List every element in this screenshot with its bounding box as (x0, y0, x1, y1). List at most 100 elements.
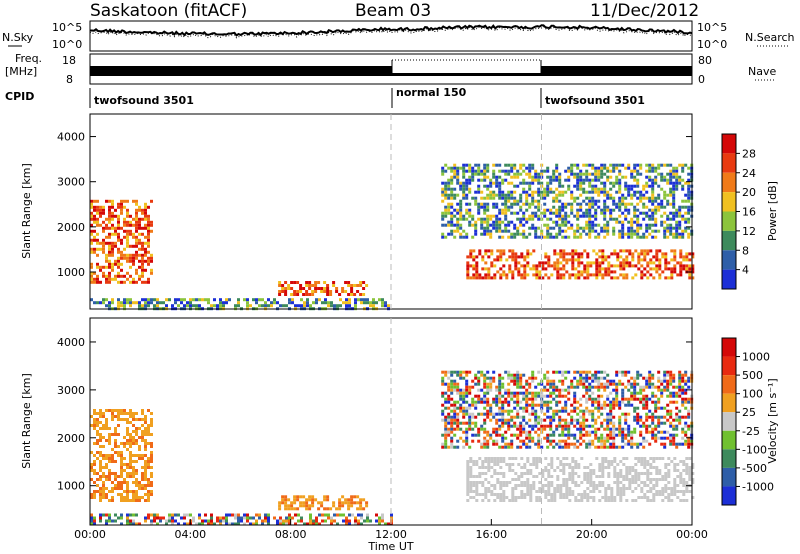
echo-cell (591, 205, 595, 209)
echo-cell (610, 490, 614, 493)
echo-cell (465, 430, 469, 434)
echo-cell (628, 487, 632, 490)
echo-cell (603, 211, 607, 215)
echo-cell (93, 280, 96, 284)
echo-cell (138, 253, 141, 257)
echo-cell (350, 290, 354, 293)
echo-cell (126, 259, 129, 263)
echo-cell (654, 406, 658, 410)
echo-cell (114, 259, 117, 263)
echo-cell (642, 400, 646, 404)
echo-cell (120, 211, 123, 215)
echo-cell (597, 415, 601, 419)
cpid-label: CPID (5, 90, 34, 103)
echo-cell (513, 373, 517, 377)
echo-cell (477, 427, 481, 431)
echo-cell (562, 273, 566, 277)
echo-cell (144, 460, 147, 463)
echo-cell (681, 178, 685, 182)
echo-cell (549, 211, 553, 215)
echo-cell (546, 226, 550, 230)
echo-cell (639, 433, 643, 437)
echo-cell (138, 265, 141, 269)
echo-cell (159, 516, 162, 520)
echo-cell (594, 436, 598, 440)
echo-cell (441, 199, 445, 203)
echo-cell (504, 172, 508, 176)
echo-cell (294, 522, 297, 526)
echo-cell (528, 187, 532, 191)
echo-cell (174, 301, 177, 305)
echo-cell (117, 256, 120, 260)
echo-cell (472, 255, 476, 259)
echo-cell (612, 202, 616, 206)
echo-cell (603, 163, 607, 167)
echo-cell (666, 163, 670, 167)
echo-cell (282, 522, 285, 526)
echo-cell (615, 373, 619, 377)
echo-cell (222, 304, 225, 308)
echo-cell (612, 382, 616, 386)
echo-cell (102, 412, 105, 415)
echo-cell (465, 406, 469, 410)
echo-cell (459, 391, 463, 395)
echo-cell (264, 516, 267, 520)
echo-cell (264, 301, 267, 305)
echo-cell (347, 281, 351, 284)
echo-cell (336, 304, 339, 308)
echo-cell (477, 187, 481, 191)
echo-cell (582, 178, 586, 182)
echo-cell (486, 382, 490, 386)
echo-cell (525, 220, 529, 224)
echo-cell (225, 301, 228, 305)
echo-cell (147, 232, 150, 236)
colorbar-tick-label: 12 (742, 225, 756, 238)
colorbar-segment (722, 393, 736, 413)
echo-cell (474, 394, 478, 398)
echo-cell (510, 418, 514, 422)
echo-cell (616, 475, 620, 478)
echo-cell (666, 379, 670, 383)
echo-cell (108, 516, 111, 520)
echo-cell (465, 163, 469, 167)
echo-cell (541, 490, 545, 493)
echo-cell (117, 217, 120, 221)
echo-cell (111, 265, 114, 269)
echo-cell (600, 370, 604, 374)
echo-cell (594, 418, 598, 422)
echo-cell (501, 415, 505, 419)
echo-cell (135, 499, 138, 502)
echo-cell (624, 412, 628, 416)
echo-cell (102, 274, 105, 278)
echo-cell (558, 424, 562, 428)
echo-cell (594, 166, 598, 170)
echo-cell (114, 208, 117, 212)
echo-cell (514, 267, 518, 271)
echo-cell (667, 469, 671, 472)
echo-cell (141, 436, 144, 439)
echo-cell (585, 178, 589, 182)
echo-cell (105, 226, 108, 230)
echo-cell (682, 258, 686, 262)
echo-cell (114, 430, 117, 433)
echo-cell (522, 409, 526, 413)
echo-cell (126, 439, 129, 442)
echo-cell (541, 469, 545, 472)
echo-cell (570, 403, 574, 407)
echo-cell (147, 427, 150, 430)
echo-cell (504, 397, 508, 401)
echo-cell (150, 412, 153, 415)
echo-cell (495, 175, 499, 179)
echo-cell (516, 199, 520, 203)
echo-cell (444, 415, 448, 419)
echo-cell (684, 163, 688, 167)
echo-cell (615, 370, 619, 374)
colorbar-tick-label: -25 (742, 425, 760, 438)
echo-cell (525, 196, 529, 200)
echo-cell (604, 496, 608, 499)
echo-cell (147, 516, 150, 520)
echo-cell (132, 496, 135, 499)
echo-cell (150, 442, 153, 445)
echo-cell (582, 421, 586, 425)
echo-cell (147, 241, 150, 245)
